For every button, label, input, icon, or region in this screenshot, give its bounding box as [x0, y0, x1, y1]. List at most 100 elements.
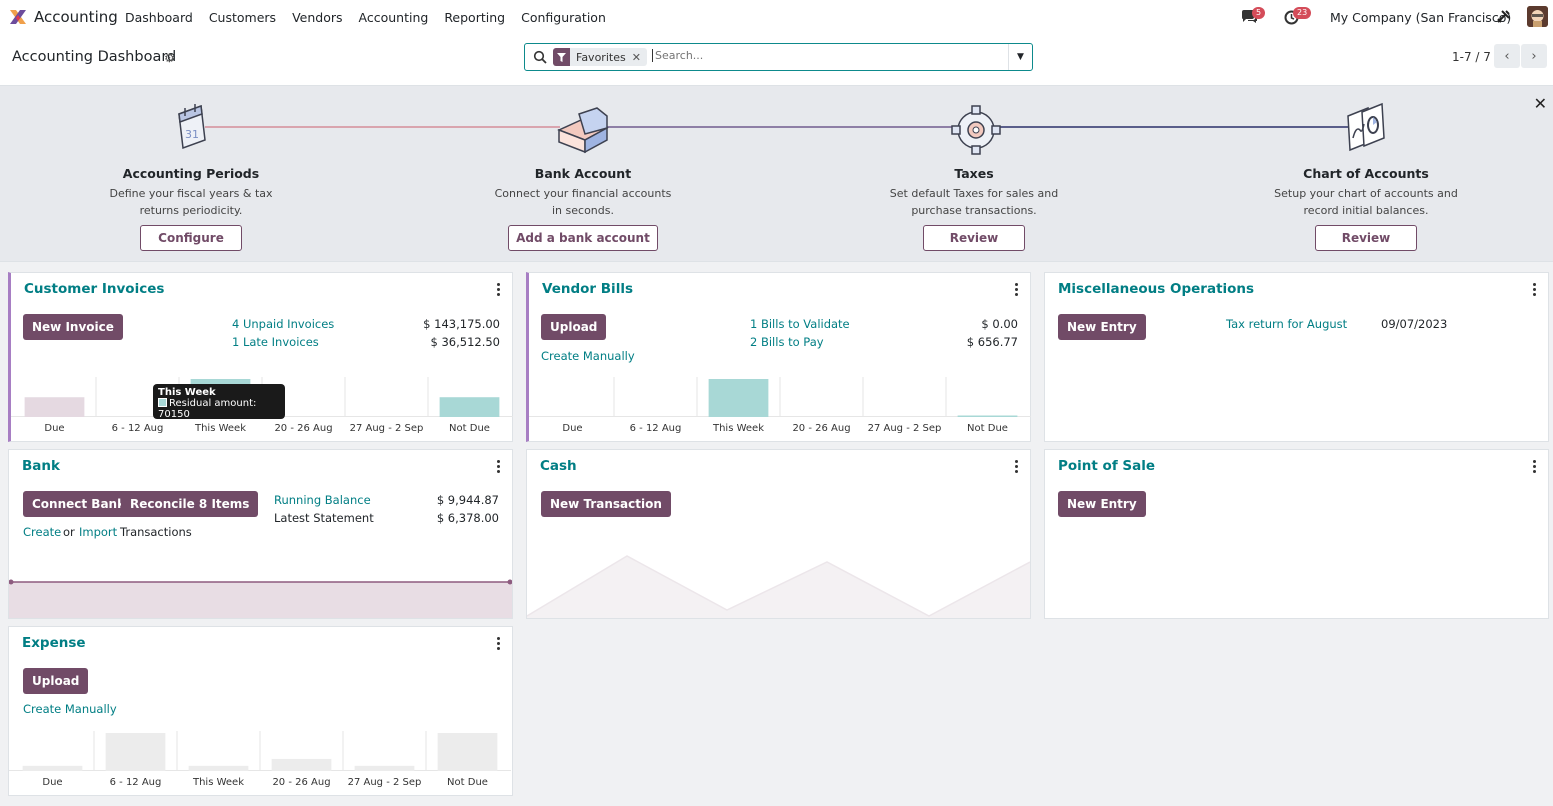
card-title[interactable]: Point of Sale	[1058, 458, 1156, 474]
x-tick-label: 6 - 12 Aug	[629, 423, 682, 434]
gear-icon[interactable]: ⚙	[164, 51, 175, 65]
new-transaction-button[interactable]: New Transaction	[541, 491, 671, 517]
create-manually-link[interactable]: Create Manually	[541, 349, 635, 363]
pager-next-button[interactable]: ›	[1521, 44, 1547, 68]
new-invoice-button[interactable]: New Invoice	[23, 314, 123, 340]
search-icon[interactable]	[533, 50, 547, 64]
menu-reporting[interactable]: Reporting	[444, 10, 506, 25]
chart-bar[interactable]	[105, 733, 166, 771]
x-tick-label: Due	[562, 423, 583, 434]
review-taxes-button[interactable]: Review	[923, 225, 1025, 251]
card-title[interactable]: Customer Invoices	[24, 281, 165, 297]
x-tick-label: Due	[44, 423, 65, 434]
card-title[interactable]: Expense	[22, 635, 86, 651]
reconcile-items-button[interactable]: Reconcile 8 Items	[121, 491, 259, 517]
card-title[interactable]: Vendor Bills	[542, 281, 633, 297]
card-title[interactable]: Miscellaneous Operations	[1058, 281, 1255, 297]
upload-expense-button[interactable]: Upload	[23, 668, 89, 694]
card-options-icon[interactable]	[496, 283, 500, 296]
chart-bar[interactable]	[708, 379, 769, 417]
search-input[interactable]	[652, 49, 992, 62]
facet-remove-icon[interactable]: ✕	[631, 50, 641, 64]
late-invoices-amount: $ 36,512.50	[430, 335, 501, 349]
configure-button[interactable]: Configure	[140, 225, 242, 251]
card-options-icon[interactable]	[1014, 283, 1018, 296]
menu-dashboard[interactable]: Dashboard	[125, 10, 193, 25]
chart-of-accounts-icon	[1347, 102, 1385, 152]
company-switcher[interactable]: My Company (San Francisco)	[1330, 10, 1512, 25]
new-entry-button[interactable]: New Entry	[1058, 314, 1146, 340]
menu-accounting[interactable]: Accounting	[358, 10, 429, 25]
step-title: Bank Account	[534, 166, 632, 181]
chart-bar[interactable]	[957, 415, 1018, 418]
bank-puzzle-icon	[557, 107, 609, 154]
bills-to-pay-link[interactable]: 2 Bills to Pay	[750, 335, 824, 349]
new-entry-button[interactable]: New Entry	[1058, 491, 1146, 517]
chart-bar[interactable]	[354, 765, 415, 771]
review-chart-of-accounts-button[interactable]: Review	[1315, 225, 1417, 251]
messages-icon[interactable]	[1241, 10, 1258, 25]
balance-point	[507, 579, 512, 585]
bills-to-validate-link[interactable]: 1 Bills to Validate	[750, 317, 850, 331]
cash-sample-graph[interactable]	[527, 548, 1030, 618]
graph-line	[527, 555, 1030, 617]
create-transaction-link[interactable]: Create	[23, 525, 62, 539]
menu-customers[interactable]: Customers	[208, 10, 277, 25]
bank-balance-graph[interactable]	[9, 576, 512, 618]
close-icon[interactable]: ✕	[1533, 94, 1547, 113]
chart-bar[interactable]	[439, 397, 500, 417]
card-options-icon[interactable]	[1014, 460, 1018, 473]
create-manually-link[interactable]: Create Manually	[23, 702, 117, 716]
x-tick-label: This Week	[712, 423, 764, 434]
menu-vendors[interactable]: Vendors	[292, 10, 343, 25]
messages-badge: 5	[1252, 7, 1266, 19]
x-tick-label: Not Due	[967, 423, 1008, 434]
card-options-icon[interactable]	[496, 460, 500, 473]
pager-previous-button[interactable]: ‹	[1494, 44, 1520, 68]
main-menu: Dashboard Customers Vendors Accounting R…	[125, 10, 622, 25]
late-invoices-link[interactable]: 1 Late Invoices	[232, 335, 319, 349]
chart-bar[interactable]	[22, 765, 83, 771]
pager-value[interactable]: 1-7 / 7	[1452, 50, 1491, 64]
filter-icon	[553, 48, 570, 66]
card-title[interactable]: Cash	[540, 458, 577, 474]
x-tick-label: 27 Aug - 2 Sep	[867, 423, 942, 434]
card-options-icon[interactable]	[496, 637, 500, 650]
running-balance-link[interactable]: Running Balance	[274, 493, 371, 507]
step-connector	[600, 126, 960, 128]
expense-chart[interactable]	[9, 731, 511, 771]
x-tick-label: 20 - 26 Aug	[792, 423, 851, 434]
vendor-bills-chart[interactable]	[529, 377, 1031, 417]
tooltip-title: This Week	[158, 387, 216, 398]
search-options-toggle[interactable]: ▼	[1008, 44, 1032, 70]
accounting-app-icon[interactable]	[8, 7, 28, 27]
card-title[interactable]: Bank	[22, 458, 60, 474]
graph-area	[527, 556, 1030, 618]
step-description: Connect your financial accounts in secon…	[494, 187, 672, 217]
latest-statement-label: Latest Statement	[274, 511, 374, 525]
chart-bar[interactable]	[24, 397, 85, 417]
import-transactions-link[interactable]: Import	[79, 525, 118, 539]
step-description: Setup your chart of accounts and record …	[1274, 187, 1458, 217]
card-options-icon[interactable]	[1532, 460, 1536, 473]
user-avatar[interactable]	[1527, 6, 1548, 27]
unpaid-invoices-link[interactable]: 4 Unpaid Invoices	[232, 317, 335, 331]
add-bank-account-button[interactable]: Add a bank account	[508, 225, 658, 251]
chart-bar[interactable]	[271, 758, 332, 771]
chart-bar[interactable]	[437, 733, 498, 771]
bills-to-pay-amount: $ 656.77	[966, 335, 1018, 349]
facet-label: Favorites	[576, 50, 626, 64]
upload-bill-button[interactable]: Upload	[541, 314, 607, 340]
debug-tools-icon[interactable]	[1497, 10, 1510, 23]
or-text: or	[63, 525, 75, 539]
app-name[interactable]: Accounting	[34, 8, 118, 26]
tax-return-link[interactable]: Tax return for August	[1226, 317, 1348, 331]
card-options-icon[interactable]	[1532, 283, 1536, 296]
connect-bank-button[interactable]: Connect Bank	[23, 491, 135, 517]
menu-configuration[interactable]: Configuration	[521, 10, 606, 25]
caret-down-icon: ▼	[1017, 52, 1024, 62]
step-connector	[990, 126, 1350, 128]
x-tick-label: This Week	[192, 777, 244, 788]
chart-bar[interactable]	[188, 765, 249, 771]
calendar-icon: 31	[178, 104, 206, 150]
